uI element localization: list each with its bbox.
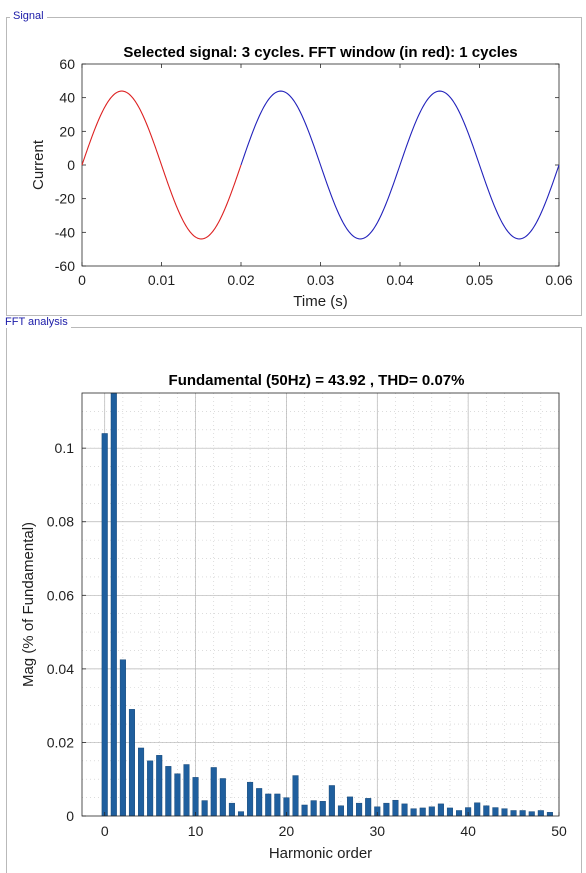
signal-x-tick-label: 0.03 <box>307 272 334 288</box>
signal-x-tick-label: 0.06 <box>545 272 572 288</box>
signal-y-tick-label: -60 <box>55 258 75 274</box>
fft-bar-h32 <box>392 799 399 817</box>
signal-chart-title: Selected signal: 3 cycles. FFT window (i… <box>123 44 517 61</box>
fft-y-tick-label: 0 <box>66 808 74 824</box>
fft-bar-h8 <box>174 773 181 817</box>
fft-y-tick-label: 0.04 <box>47 661 74 677</box>
fft-bar-h25 <box>328 785 335 817</box>
signal-y-tick-label: 60 <box>59 56 75 72</box>
fft-bar-h44 <box>501 808 508 817</box>
fft-x-tick-label: 30 <box>369 823 385 839</box>
signal-x-tick-label: 0.04 <box>386 272 413 288</box>
fft-bar-h42 <box>483 805 490 817</box>
fft-bar-h31 <box>383 802 390 817</box>
fft-bar-h23 <box>310 800 317 817</box>
signal-panel <box>6 17 582 316</box>
fft-y-tick-label: 0.1 <box>55 440 75 456</box>
fft-bar-h22 <box>301 804 308 817</box>
signal-x-axis-label: Time (s) <box>293 293 347 310</box>
fft-bar-h36 <box>428 806 435 817</box>
fft-y-tick-label: 0.06 <box>47 587 74 603</box>
fft-panel-legend: FFT analysis <box>2 316 71 328</box>
signal-x-tick-label: 0.05 <box>466 272 493 288</box>
fft-bar-h37 <box>437 803 444 817</box>
fft-bar-h1 <box>110 392 117 817</box>
fft-bar-h7 <box>165 766 172 817</box>
fft-bar-h17 <box>256 788 263 817</box>
fft-bar-h49 <box>546 812 553 817</box>
signal-series-rest <box>240 90 560 240</box>
fft-bar-h3 <box>128 709 135 817</box>
fft-bar-h5 <box>147 760 154 817</box>
fft-bar-h10 <box>192 777 199 817</box>
fft-bar-h18 <box>265 793 272 817</box>
fft-x-tick-label: 50 <box>551 823 567 839</box>
fft-bar-h2 <box>119 659 126 817</box>
fft-x-tick-label: 20 <box>279 823 295 839</box>
fft-bar-h35 <box>419 807 426 817</box>
fft-x-tick-label: 40 <box>460 823 476 839</box>
signal-x-tick-label: 0.01 <box>148 272 175 288</box>
fft-bar-h26 <box>337 805 344 817</box>
fft-bar-h39 <box>456 810 463 817</box>
fft-bar-h16 <box>247 781 254 817</box>
fft-y-tick-label: 0.08 <box>47 514 74 530</box>
fft-bar-h24 <box>319 801 326 817</box>
signal-x-tick-label: 0.02 <box>227 272 254 288</box>
signal-panel-legend: Signal <box>10 10 47 22</box>
fft-x-tick-label: 10 <box>188 823 204 839</box>
fft-bar-h43 <box>492 807 499 817</box>
fft-bar-h28 <box>356 802 363 817</box>
fft-bar-h0 <box>101 433 108 817</box>
fft-bar-h29 <box>365 798 372 817</box>
signal-y-tick-label: -40 <box>55 224 75 240</box>
signal-y-tick-label: -20 <box>55 191 75 207</box>
fft-x-axis-label: Harmonic order <box>269 845 372 862</box>
fft-bar-h41 <box>474 802 481 817</box>
fft-bar-h27 <box>347 796 354 817</box>
fft-bar-h9 <box>183 764 190 817</box>
fft-bar-h11 <box>201 800 208 817</box>
fft-y-tick-label: 0.02 <box>47 734 74 750</box>
fft-bar-h46 <box>519 810 526 817</box>
fft-bar-h47 <box>528 811 535 817</box>
fft-bar-h34 <box>410 808 417 817</box>
fft-bar-h38 <box>446 807 453 817</box>
fft-chart-title: Fundamental (50Hz) = 43.92 , THD= 0.07% <box>169 372 465 389</box>
fft-bar-h21 <box>292 775 299 817</box>
signal-y-tick-label: 40 <box>59 90 75 106</box>
fft-bar-h33 <box>401 803 408 817</box>
fft-bar-h19 <box>274 793 281 817</box>
fft-bar-h12 <box>210 767 217 817</box>
signal-y-tick-label: 0 <box>67 157 75 173</box>
signal-x-tick-label: 0 <box>78 272 86 288</box>
signal-series-fft-window <box>81 90 242 240</box>
fft-bar-h13 <box>219 778 226 817</box>
fft-panel <box>6 327 582 873</box>
signal-y-axis-label: Current <box>30 139 47 190</box>
fft-bar-h14 <box>228 802 235 817</box>
fft-bar-h48 <box>537 810 544 817</box>
fft-y-axis-label: Mag (% of Fundamental) <box>20 522 37 687</box>
signal-y-tick-label: 20 <box>59 123 75 139</box>
fft-bar-h6 <box>156 755 163 817</box>
fft-plot-area <box>81 392 560 817</box>
fft-x-tick-label: 0 <box>101 823 109 839</box>
fft-bar-h45 <box>510 810 517 817</box>
fft-bar-h4 <box>138 747 145 817</box>
fft-bar-h15 <box>237 811 245 817</box>
